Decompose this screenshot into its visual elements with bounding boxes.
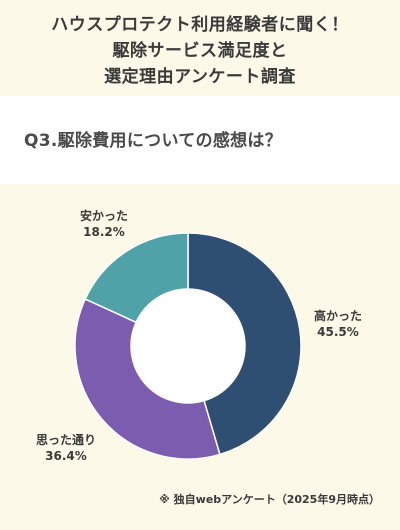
header: ハウスプロテクト利用経験者に聞く！ 駆除サービス満足度と 選定理由アンケート調査 (0, 0, 400, 96)
title-line-2: 駆除サービス満足度と (112, 41, 288, 61)
label-expected: 思った通り 36.4% (24, 432, 108, 464)
label-low-name: 安かった (79, 209, 128, 223)
title-line-3: 選定理由アンケート調査 (104, 67, 296, 87)
label-expected-value: 36.4% (45, 449, 87, 463)
donut-hole (131, 289, 245, 403)
question-band (0, 96, 400, 184)
label-expected-name: 思った通り (35, 433, 96, 447)
label-low-value: 18.2% (83, 225, 125, 239)
label-high-value: 45.5% (317, 325, 359, 339)
footnote: ※ 独自webアンケート（2025年9月時点） (159, 493, 380, 506)
question-text: Q3.駆除費用についての感想は？ (24, 131, 283, 151)
donut-chart (74, 232, 302, 460)
label-high: 高かった 45.5% (298, 308, 378, 340)
title-line-1: ハウスプロテクト利用経験者に聞く！ (51, 15, 349, 35)
label-low: 安かった 18.2% (64, 208, 144, 240)
label-high-name: 高かった (313, 309, 362, 323)
